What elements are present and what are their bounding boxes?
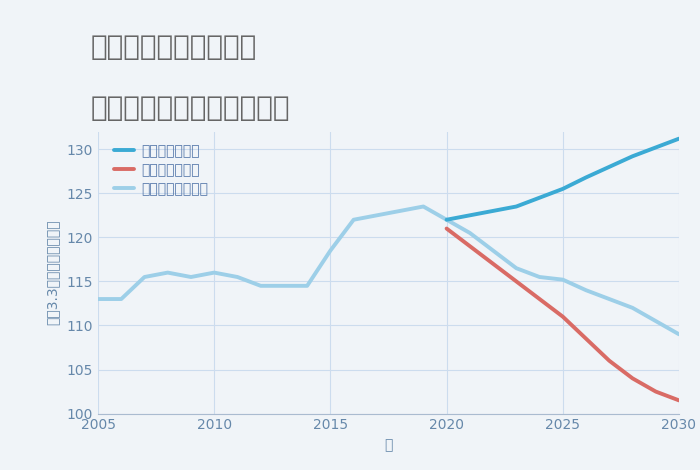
バッドシナリオ [559, 314, 567, 320]
ノーマルシナリオ [466, 230, 474, 236]
ノーマルシナリオ [187, 274, 195, 280]
ノーマルシナリオ [164, 270, 172, 275]
ノーマルシナリオ [326, 248, 335, 253]
ノーマルシナリオ [140, 274, 148, 280]
ノーマルシナリオ [675, 331, 683, 337]
ノーマルシナリオ [652, 318, 660, 324]
バッドシナリオ [675, 398, 683, 403]
ノーマルシナリオ [280, 283, 288, 289]
グッドシナリオ [466, 212, 474, 218]
ノーマルシナリオ [489, 248, 497, 253]
ノーマルシナリオ [349, 217, 358, 223]
ノーマルシナリオ [117, 296, 125, 302]
Line: グッドシナリオ: グッドシナリオ [447, 139, 679, 220]
グッドシナリオ [559, 186, 567, 192]
ノーマルシナリオ [94, 296, 102, 302]
ノーマルシナリオ [559, 277, 567, 282]
バッドシナリオ [489, 261, 497, 266]
バッドシナリオ [466, 243, 474, 249]
バッドシナリオ [629, 376, 637, 381]
ノーマルシナリオ [512, 266, 521, 271]
バッドシナリオ [442, 226, 451, 231]
ノーマルシナリオ [396, 208, 405, 214]
Legend: グッドシナリオ, バッドシナリオ, ノーマルシナリオ: グッドシナリオ, バッドシナリオ, ノーマルシナリオ [111, 141, 211, 199]
Y-axis label: 坪（3.3㎡）単価（万円）: 坪（3.3㎡）単価（万円） [46, 220, 60, 325]
ノーマルシナリオ [582, 288, 590, 293]
バッドシナリオ [512, 279, 521, 284]
ノーマルシナリオ [210, 270, 218, 275]
X-axis label: 年: 年 [384, 438, 393, 452]
ノーマルシナリオ [629, 305, 637, 311]
グッドシナリオ [536, 195, 544, 201]
Text: 岐阜県関市洞戸大野の: 岐阜県関市洞戸大野の [91, 33, 258, 61]
ノーマルシナリオ [536, 274, 544, 280]
グッドシナリオ [489, 208, 497, 214]
Line: バッドシナリオ: バッドシナリオ [447, 228, 679, 400]
グッドシナリオ [582, 175, 590, 180]
グッドシナリオ [652, 145, 660, 150]
バッドシナリオ [605, 358, 613, 364]
グッドシナリオ [512, 204, 521, 209]
バッドシナリオ [536, 296, 544, 302]
グッドシナリオ [605, 164, 613, 170]
ノーマルシナリオ [303, 283, 312, 289]
バッドシナリオ [582, 336, 590, 342]
ノーマルシナリオ [419, 204, 428, 209]
バッドシナリオ [652, 389, 660, 394]
Line: ノーマルシナリオ: ノーマルシナリオ [98, 206, 679, 334]
グッドシナリオ [675, 136, 683, 141]
ノーマルシナリオ [372, 212, 381, 218]
ノーマルシナリオ [442, 217, 451, 223]
グッドシナリオ [442, 217, 451, 223]
ノーマルシナリオ [256, 283, 265, 289]
ノーマルシナリオ [605, 296, 613, 302]
ノーマルシナリオ [233, 274, 242, 280]
Text: 中古マンションの価格推移: 中古マンションの価格推移 [91, 94, 290, 122]
グッドシナリオ [629, 154, 637, 159]
